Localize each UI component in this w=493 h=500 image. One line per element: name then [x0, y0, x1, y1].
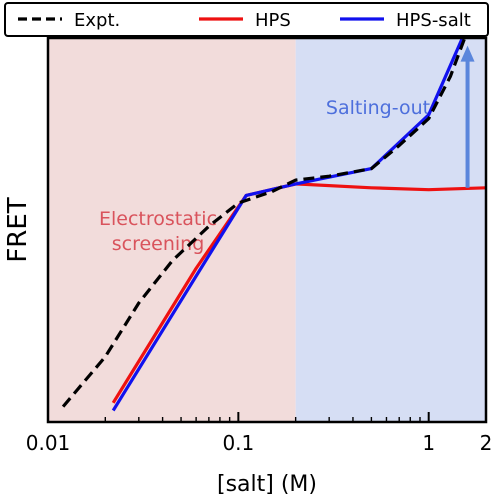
x-tick-label: 2 — [480, 431, 493, 455]
screening-region-label: Electrostatic screening — [99, 208, 217, 255]
screening-label-line: Electrostatic — [99, 208, 217, 230]
legend-box — [4, 2, 489, 37]
legend-label-3: HPS-salt — [396, 10, 471, 31]
screening-label-line: screening — [112, 233, 205, 255]
salting-out-region — [295, 38, 486, 422]
x-tick-label: 0.1 — [222, 431, 254, 455]
legend-label-1: Expt. — [74, 10, 120, 31]
screening-region — [48, 38, 296, 422]
annotations — [460, 45, 475, 188]
salting-out-arrow-head — [460, 45, 475, 62]
x-axis-label: [salt] (M) — [217, 472, 317, 497]
x-tick-label: 1 — [422, 431, 435, 455]
shaded-regions: Electrostatic screening Salting-out — [48, 38, 486, 422]
salting-out-region-label: Salting-out — [326, 97, 430, 119]
data-series — [61, 38, 486, 412]
x-tick-label: 0.01 — [26, 431, 71, 455]
y-axis-label: FRET — [3, 197, 33, 262]
plot-frame — [46, 36, 488, 424]
series-hps-salt-line — [111, 38, 465, 412]
legend-label-2: HPS — [255, 10, 291, 31]
series-expt-line — [61, 38, 467, 408]
legend: Expt. HPS HPS-salt — [4, 2, 489, 37]
